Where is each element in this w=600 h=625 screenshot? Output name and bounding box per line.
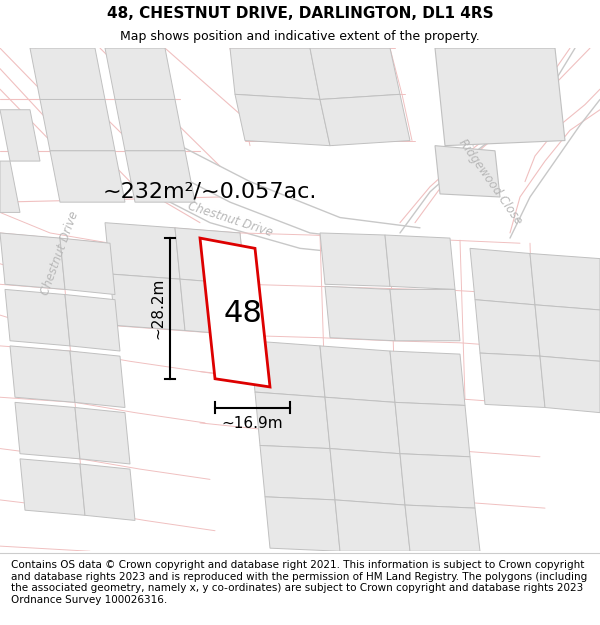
Text: 48, CHESTNUT DRIVE, DARLINGTON, DL1 4RS: 48, CHESTNUT DRIVE, DARLINGTON, DL1 4RS	[107, 6, 493, 21]
Text: 48: 48	[224, 299, 262, 328]
Polygon shape	[105, 48, 175, 99]
Polygon shape	[535, 305, 600, 361]
Polygon shape	[110, 274, 185, 331]
Polygon shape	[40, 99, 115, 151]
Text: Ridgewood Close: Ridgewood Close	[455, 136, 524, 227]
Polygon shape	[540, 356, 600, 412]
Polygon shape	[530, 254, 600, 310]
Polygon shape	[470, 248, 535, 305]
Polygon shape	[15, 402, 80, 459]
Polygon shape	[320, 346, 395, 403]
Polygon shape	[5, 289, 70, 346]
Polygon shape	[435, 146, 500, 197]
Polygon shape	[435, 48, 565, 146]
Polygon shape	[200, 238, 270, 387]
Polygon shape	[50, 151, 125, 202]
Polygon shape	[60, 238, 115, 294]
Polygon shape	[105, 222, 180, 279]
Text: Map shows position and indicative extent of the property.: Map shows position and indicative extent…	[120, 29, 480, 42]
Polygon shape	[390, 289, 460, 341]
Polygon shape	[10, 346, 75, 403]
Text: Chestnut Drive: Chestnut Drive	[39, 209, 81, 298]
Polygon shape	[125, 151, 195, 202]
Polygon shape	[235, 94, 330, 146]
Polygon shape	[405, 505, 480, 551]
Text: ~16.9m: ~16.9m	[221, 416, 283, 431]
Text: ~28.2m: ~28.2m	[151, 278, 166, 339]
Polygon shape	[0, 233, 65, 289]
Polygon shape	[75, 408, 130, 464]
Polygon shape	[0, 161, 20, 212]
Polygon shape	[310, 48, 400, 99]
Polygon shape	[30, 48, 105, 99]
Polygon shape	[70, 351, 125, 408]
Polygon shape	[115, 99, 185, 151]
Polygon shape	[65, 294, 120, 351]
Polygon shape	[400, 454, 475, 508]
Polygon shape	[175, 228, 245, 284]
Polygon shape	[335, 500, 410, 551]
Polygon shape	[390, 351, 465, 406]
Text: Chestnut Drive: Chestnut Drive	[186, 200, 274, 239]
Polygon shape	[330, 449, 405, 505]
Polygon shape	[395, 402, 470, 457]
Polygon shape	[320, 233, 390, 286]
Polygon shape	[260, 446, 335, 500]
Polygon shape	[475, 299, 540, 356]
Polygon shape	[80, 464, 135, 521]
Polygon shape	[325, 286, 395, 341]
Polygon shape	[250, 341, 325, 398]
Polygon shape	[0, 110, 40, 161]
Polygon shape	[385, 235, 455, 289]
Polygon shape	[180, 279, 250, 336]
Polygon shape	[325, 398, 400, 454]
Polygon shape	[230, 48, 320, 99]
Polygon shape	[255, 392, 330, 449]
Text: Contains OS data © Crown copyright and database right 2021. This information is : Contains OS data © Crown copyright and d…	[11, 560, 587, 605]
Polygon shape	[480, 353, 545, 408]
Polygon shape	[320, 94, 410, 146]
Text: ~232m²/~0.057ac.: ~232m²/~0.057ac.	[103, 182, 317, 202]
Polygon shape	[265, 497, 340, 551]
Polygon shape	[20, 459, 85, 515]
